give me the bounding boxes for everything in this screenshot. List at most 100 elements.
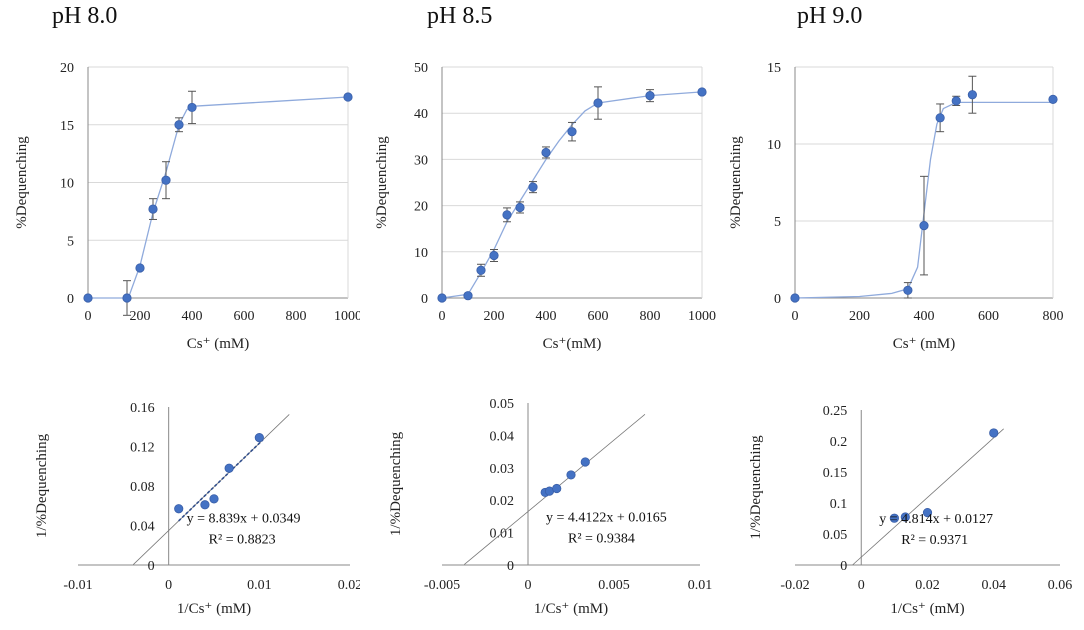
data-point bbox=[515, 202, 525, 213]
chart-bottom-ph90: 0 0.05 0.1 0.15 0.2 0.25 -0.02 0 0.02 0.04 0.06 1/C… bbox=[748, 404, 1073, 617]
x-tick-label: 0 bbox=[165, 578, 172, 593]
data-point bbox=[528, 182, 538, 192]
x-tick-label: 0 bbox=[525, 578, 532, 593]
r-squared-label: R² = 0.9384 bbox=[568, 531, 635, 546]
data-point bbox=[135, 263, 145, 273]
x-tick-label: 0.06 bbox=[1048, 578, 1073, 593]
x-tick-label: 200 bbox=[130, 309, 151, 324]
x-tick-label: 200 bbox=[849, 309, 870, 324]
y-tick-label: 10 bbox=[767, 138, 781, 153]
x-axis-title: 1/Cs⁺ (mM) bbox=[177, 601, 251, 617]
y-tick-label: 0 bbox=[421, 292, 428, 307]
data-point bbox=[645, 91, 655, 101]
chart-top-ph85: 0 10 20 30 40 50 0 200 400 600 800 1000 Cs⁺(mM) %Dequ… bbox=[374, 61, 716, 352]
x-tick-label: 200 bbox=[484, 309, 505, 324]
y-tick-label: 0 bbox=[67, 292, 74, 307]
x-axis-title: Cs⁺(mM) bbox=[543, 336, 602, 352]
y-tick-label: 0.02 bbox=[490, 494, 515, 509]
data-point bbox=[790, 293, 800, 303]
x-axis-title: Cs⁺ (mM) bbox=[187, 336, 250, 352]
data-point bbox=[209, 494, 219, 504]
r-squared-label: R² = 0.9371 bbox=[901, 533, 968, 548]
x-tick-label: -0.01 bbox=[63, 578, 92, 593]
data-point bbox=[567, 127, 577, 137]
y-tick-label: 0.05 bbox=[490, 397, 515, 412]
x-tick-label: 0.01 bbox=[688, 578, 713, 593]
data-point bbox=[580, 457, 590, 467]
x-tick-label: 0 bbox=[439, 309, 446, 324]
x-axis-title: 1/Cs⁺ (mM) bbox=[890, 601, 964, 617]
x-tick-label: 0.04 bbox=[982, 578, 1007, 593]
y-tick-label: 15 bbox=[60, 119, 74, 134]
y-tick-label: 5 bbox=[67, 234, 74, 249]
x-tick-label: -0.02 bbox=[780, 578, 809, 593]
y-tick-label: 10 bbox=[60, 177, 74, 192]
y-axis-title: %Dequenching bbox=[728, 136, 744, 229]
x-tick-label: 800 bbox=[1043, 309, 1064, 324]
data-point bbox=[224, 463, 234, 473]
chart-bottom-ph80: 0 0.04 0.08 0.12 0.16 -0.01 0 0.01 0.02 1/Cs⁺ (mM… bbox=[34, 401, 360, 617]
data-point bbox=[83, 293, 93, 303]
y-tick-label: 0.04 bbox=[130, 520, 155, 535]
x-tick-label: 800 bbox=[640, 309, 661, 324]
y-tick-label: 20 bbox=[414, 200, 428, 215]
x-tick-label: 0.02 bbox=[915, 578, 940, 593]
title-ph80: pH 8.0 bbox=[52, 3, 118, 29]
x-tick-label: -0.005 bbox=[424, 578, 460, 593]
x-tick-label: 400 bbox=[182, 309, 203, 324]
title-ph85: pH 8.5 bbox=[427, 3, 493, 29]
y-tick-label: 0.2 bbox=[830, 435, 848, 450]
title-ph90: pH 9.0 bbox=[797, 3, 863, 29]
r-squared-label: R² = 0.8823 bbox=[209, 532, 276, 547]
regression-equation: y = 4.814x + 0.0127 bbox=[879, 512, 993, 527]
y-tick-label: 0.05 bbox=[823, 528, 848, 543]
data-point bbox=[148, 204, 158, 214]
data-point bbox=[900, 512, 910, 522]
data-point bbox=[437, 293, 447, 303]
data-point bbox=[919, 221, 929, 231]
y-tick-label: 0.15 bbox=[823, 466, 848, 481]
y-tick-label: 0 bbox=[840, 559, 847, 574]
x-tick-label: 1000 bbox=[334, 309, 360, 324]
x-tick-label: 400 bbox=[536, 309, 557, 324]
regression-equation: y = 4.4122x + 0.0165 bbox=[546, 510, 667, 525]
y-tick-label: 0.16 bbox=[130, 401, 155, 416]
data-point bbox=[174, 504, 184, 514]
data-point bbox=[200, 500, 210, 510]
regression-equation: y = 8.839x + 0.0349 bbox=[187, 511, 301, 526]
data-point bbox=[566, 470, 576, 480]
x-tick-label: 0 bbox=[85, 309, 92, 324]
y-tick-label: 50 bbox=[414, 61, 428, 76]
data-point bbox=[343, 92, 353, 102]
data-point bbox=[187, 102, 197, 113]
data-point bbox=[889, 513, 899, 523]
x-tick-label: 600 bbox=[588, 309, 609, 324]
y-axis-title: %Dequenching bbox=[14, 136, 30, 229]
data-point bbox=[552, 483, 562, 494]
y-tick-label: 0.25 bbox=[823, 404, 848, 419]
y-tick-label: 0.04 bbox=[490, 429, 515, 444]
y-tick-label: 0.1 bbox=[830, 497, 848, 512]
y-tick-label: 0.08 bbox=[130, 480, 155, 495]
y-tick-label: 10 bbox=[414, 246, 428, 261]
x-tick-label: 600 bbox=[978, 309, 999, 324]
data-point bbox=[593, 98, 603, 108]
data-point bbox=[174, 120, 184, 130]
x-tick-label: 0 bbox=[792, 309, 799, 324]
data-point bbox=[161, 175, 171, 185]
y-tick-label: 0.01 bbox=[490, 527, 515, 542]
y-axis-title: 1/%Dequenching bbox=[388, 431, 404, 536]
y-tick-label: 0 bbox=[148, 559, 155, 574]
trendline-dashed bbox=[178, 439, 264, 522]
data-point bbox=[989, 428, 999, 438]
y-axis-title: 1/%Dequenching bbox=[748, 435, 764, 540]
fit-curve bbox=[88, 96, 349, 299]
data-point bbox=[935, 113, 945, 123]
y-tick-label: 30 bbox=[414, 153, 428, 168]
data-point bbox=[922, 508, 933, 518]
x-axis-title: Cs⁺ (mM) bbox=[893, 336, 956, 352]
y-tick-label: 5 bbox=[774, 215, 781, 230]
data-point bbox=[502, 210, 512, 220]
x-tick-label: 0 bbox=[858, 578, 865, 593]
